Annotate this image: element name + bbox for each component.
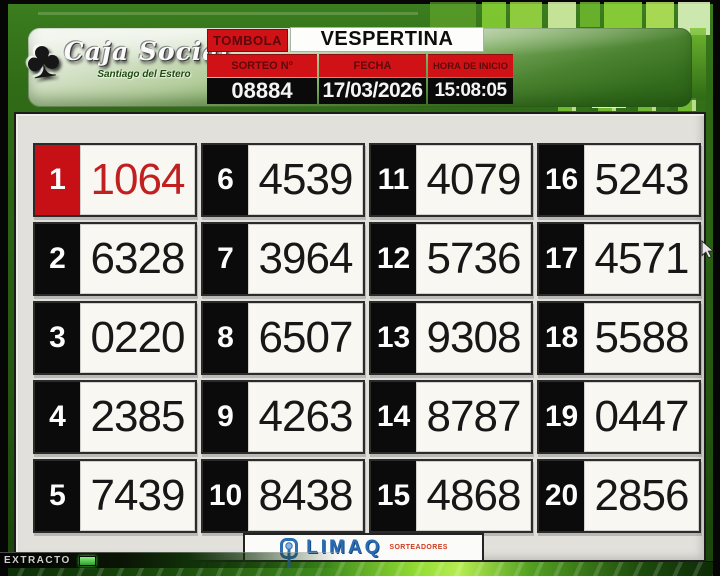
hora-label: HORA DE INICIO	[428, 54, 513, 77]
result-cell: 11 4079	[369, 143, 533, 217]
brand-title: Caja Social	[63, 37, 231, 66]
result-number: 4263	[248, 382, 363, 452]
result-number: 5588	[584, 303, 699, 373]
result-number: 0220	[80, 303, 195, 373]
sorteo-value: 08884	[207, 78, 317, 104]
result-cell: 1 1064	[33, 143, 197, 217]
bg-glow	[482, 2, 506, 29]
extracto-bar: EXTRACTO	[0, 552, 340, 568]
result-cell: 8 6507	[201, 301, 365, 375]
result-cell: 6 4539	[201, 143, 365, 217]
bg-glow	[646, 2, 674, 31]
result-cell: 2 6328	[33, 222, 197, 296]
result-number: 9308	[416, 303, 531, 373]
result-position: 8	[203, 303, 248, 373]
result-cell: 7 3964	[201, 222, 365, 296]
draw-name: VESPERTINA	[290, 27, 484, 52]
field-labels-row: SORTEO Nº FECHA HORA DE INICIO	[207, 54, 513, 77]
result-position: 15	[371, 461, 416, 531]
result-cell: 5 7439	[33, 459, 197, 533]
result-cell: 13 9308	[369, 301, 533, 375]
result-position: 1	[35, 145, 80, 215]
result-position: 20	[539, 461, 584, 531]
result-position: 4	[35, 382, 80, 452]
bg-glow	[548, 2, 576, 29]
led-indicator	[78, 555, 96, 566]
result-cell: 4 2385	[33, 380, 197, 454]
result-number: 2385	[80, 382, 195, 452]
result-position: 9	[203, 382, 248, 452]
result-number: 4079	[416, 145, 531, 215]
mouse-cursor-icon	[701, 240, 715, 259]
result-cell: 12 5736	[369, 222, 533, 296]
draw-title-row: TOMBOLA VESPERTINA	[207, 27, 513, 52]
result-number: 1064	[80, 145, 195, 215]
bg-glow	[580, 2, 600, 27]
result-position: 7	[203, 224, 248, 294]
limaq-tagline: SORTEADORES	[389, 544, 448, 551]
result-number: 6328	[80, 224, 195, 294]
result-position: 14	[371, 382, 416, 452]
result-position: 6	[203, 145, 248, 215]
result-position: 16	[539, 145, 584, 215]
result-position: 2	[35, 224, 80, 294]
tombola-badge: TOMBOLA	[207, 29, 288, 52]
result-position: 12	[371, 224, 416, 294]
result-number: 6507	[248, 303, 363, 373]
result-position: 5	[35, 461, 80, 531]
result-cell: 20 2856	[537, 459, 701, 533]
result-position: 19	[539, 382, 584, 452]
result-number: 4539	[248, 145, 363, 215]
result-cell: 17 4571	[537, 222, 701, 296]
draw-info-table: TOMBOLA VESPERTINA SORTEO Nº FECHA HORA …	[207, 27, 513, 104]
hora-value: 15:08:05	[428, 78, 513, 104]
result-number: 4571	[584, 224, 699, 294]
result-position: 3	[35, 303, 80, 373]
result-number: 7439	[80, 461, 195, 531]
result-number: 2856	[584, 461, 699, 531]
result-cell: 16 5243	[537, 143, 701, 217]
result-number: 5243	[584, 145, 699, 215]
bg-glow	[604, 2, 642, 29]
results-grid: 1 1064 2 6328 3 0220 4 2385 5 7439 6 453…	[33, 143, 701, 533]
field-values-row: 08884 17/03/2026 15:08:05	[207, 78, 513, 104]
result-position: 18	[539, 303, 584, 373]
fecha-value: 17/03/2026	[319, 78, 426, 104]
result-position: 17	[539, 224, 584, 294]
result-cell: 3 0220	[33, 301, 197, 375]
result-number: 0447	[584, 382, 699, 452]
bg-glow	[510, 2, 542, 31]
result-cell: 10 8438	[201, 459, 365, 533]
result-cell: 15 4868	[369, 459, 533, 533]
result-number: 5736	[416, 224, 531, 294]
result-cell: 9 4263	[201, 380, 365, 454]
result-number: 8438	[248, 461, 363, 531]
bg-glow	[38, 12, 418, 15]
result-cell: 18 5588	[537, 301, 701, 375]
result-position: 10	[203, 461, 248, 531]
extracto-label: EXTRACTO	[4, 555, 71, 566]
result-number: 4868	[416, 461, 531, 531]
result-cell: 14 8787	[369, 380, 533, 454]
result-position: 13	[371, 303, 416, 373]
fecha-label: FECHA	[319, 54, 426, 77]
results-panel: 1 1064 2 6328 3 0220 4 2385 5 7439 6 453…	[14, 112, 706, 562]
result-position: 11	[371, 145, 416, 215]
sorteo-label: SORTEO Nº	[207, 54, 317, 77]
result-number: 8787	[416, 382, 531, 452]
result-cell: 19 0447	[537, 380, 701, 454]
result-number: 3964	[248, 224, 363, 294]
bg-glow	[690, 28, 706, 100]
bg-glow	[430, 2, 476, 30]
brand-subtitle: Santiago del Estero	[97, 69, 191, 80]
